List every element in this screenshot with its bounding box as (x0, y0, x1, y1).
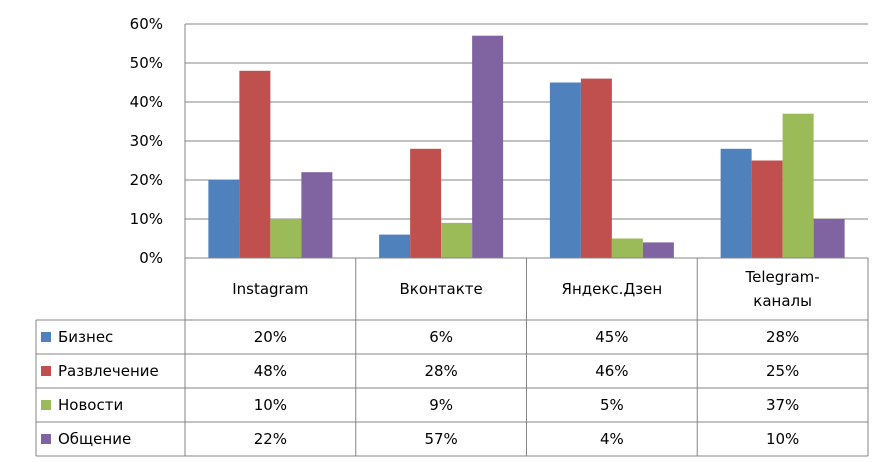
data-table-cell: 10% (254, 396, 287, 414)
data-table-cell: 25% (766, 362, 799, 380)
bar-3 (270, 219, 302, 258)
bar-3 (782, 113, 814, 258)
legend-label: Общение (58, 430, 131, 448)
y-tick-label: 60% (130, 15, 163, 33)
data-table-cell: 10% (766, 430, 799, 448)
data-table-cell: 9% (429, 396, 453, 414)
category-label: Яндекс.Дзен (562, 280, 663, 298)
data-table-cell: 22% (254, 430, 287, 448)
data-table-cell: 48% (254, 362, 287, 380)
legend-swatch (41, 366, 51, 376)
data-table-cell: 6% (429, 328, 453, 346)
legend-swatch (41, 332, 51, 342)
bar-4 (642, 242, 674, 258)
data-table-cell: 28% (766, 328, 799, 346)
bar-4 (472, 35, 504, 259)
data-table-cell: 37% (766, 396, 799, 414)
y-tick-label: 50% (130, 54, 163, 72)
data-table-cell: 57% (424, 430, 457, 448)
category-label: Telegram- (745, 268, 820, 286)
bar-3 (611, 238, 643, 258)
data-table-cell: 20% (254, 328, 287, 346)
data-table-cell: 45% (595, 328, 628, 346)
y-tick-label: 0% (139, 249, 163, 267)
bar-2 (410, 148, 442, 258)
bar-1 (549, 82, 581, 258)
bar-2 (751, 160, 783, 258)
bar-2 (239, 70, 271, 258)
y-tick-label: 40% (130, 93, 163, 111)
data-table-cell: 4% (600, 430, 624, 448)
data-table-cell: 28% (424, 362, 457, 380)
category-label: Instagram (232, 280, 308, 298)
legend-label: Новости (58, 396, 123, 414)
legend-label: Бизнес (58, 328, 113, 346)
bar-4 (813, 219, 845, 258)
bar-3 (441, 222, 473, 258)
category-label: каналы (753, 292, 812, 310)
bar-1 (379, 234, 411, 258)
category-label: Вконтакте (399, 280, 482, 298)
bar-1 (208, 180, 240, 258)
y-tick-label: 30% (130, 132, 163, 150)
y-tick-label: 20% (130, 171, 163, 189)
legend-swatch (41, 434, 51, 444)
legend-swatch (41, 400, 51, 410)
bar-1 (720, 148, 752, 258)
data-table-cell: 5% (600, 396, 624, 414)
data-table-cell: 46% (595, 362, 628, 380)
legend-label: Развлечение (58, 362, 159, 380)
y-tick-label: 10% (130, 210, 163, 228)
bar-2 (580, 78, 612, 258)
bar-4 (301, 172, 333, 258)
